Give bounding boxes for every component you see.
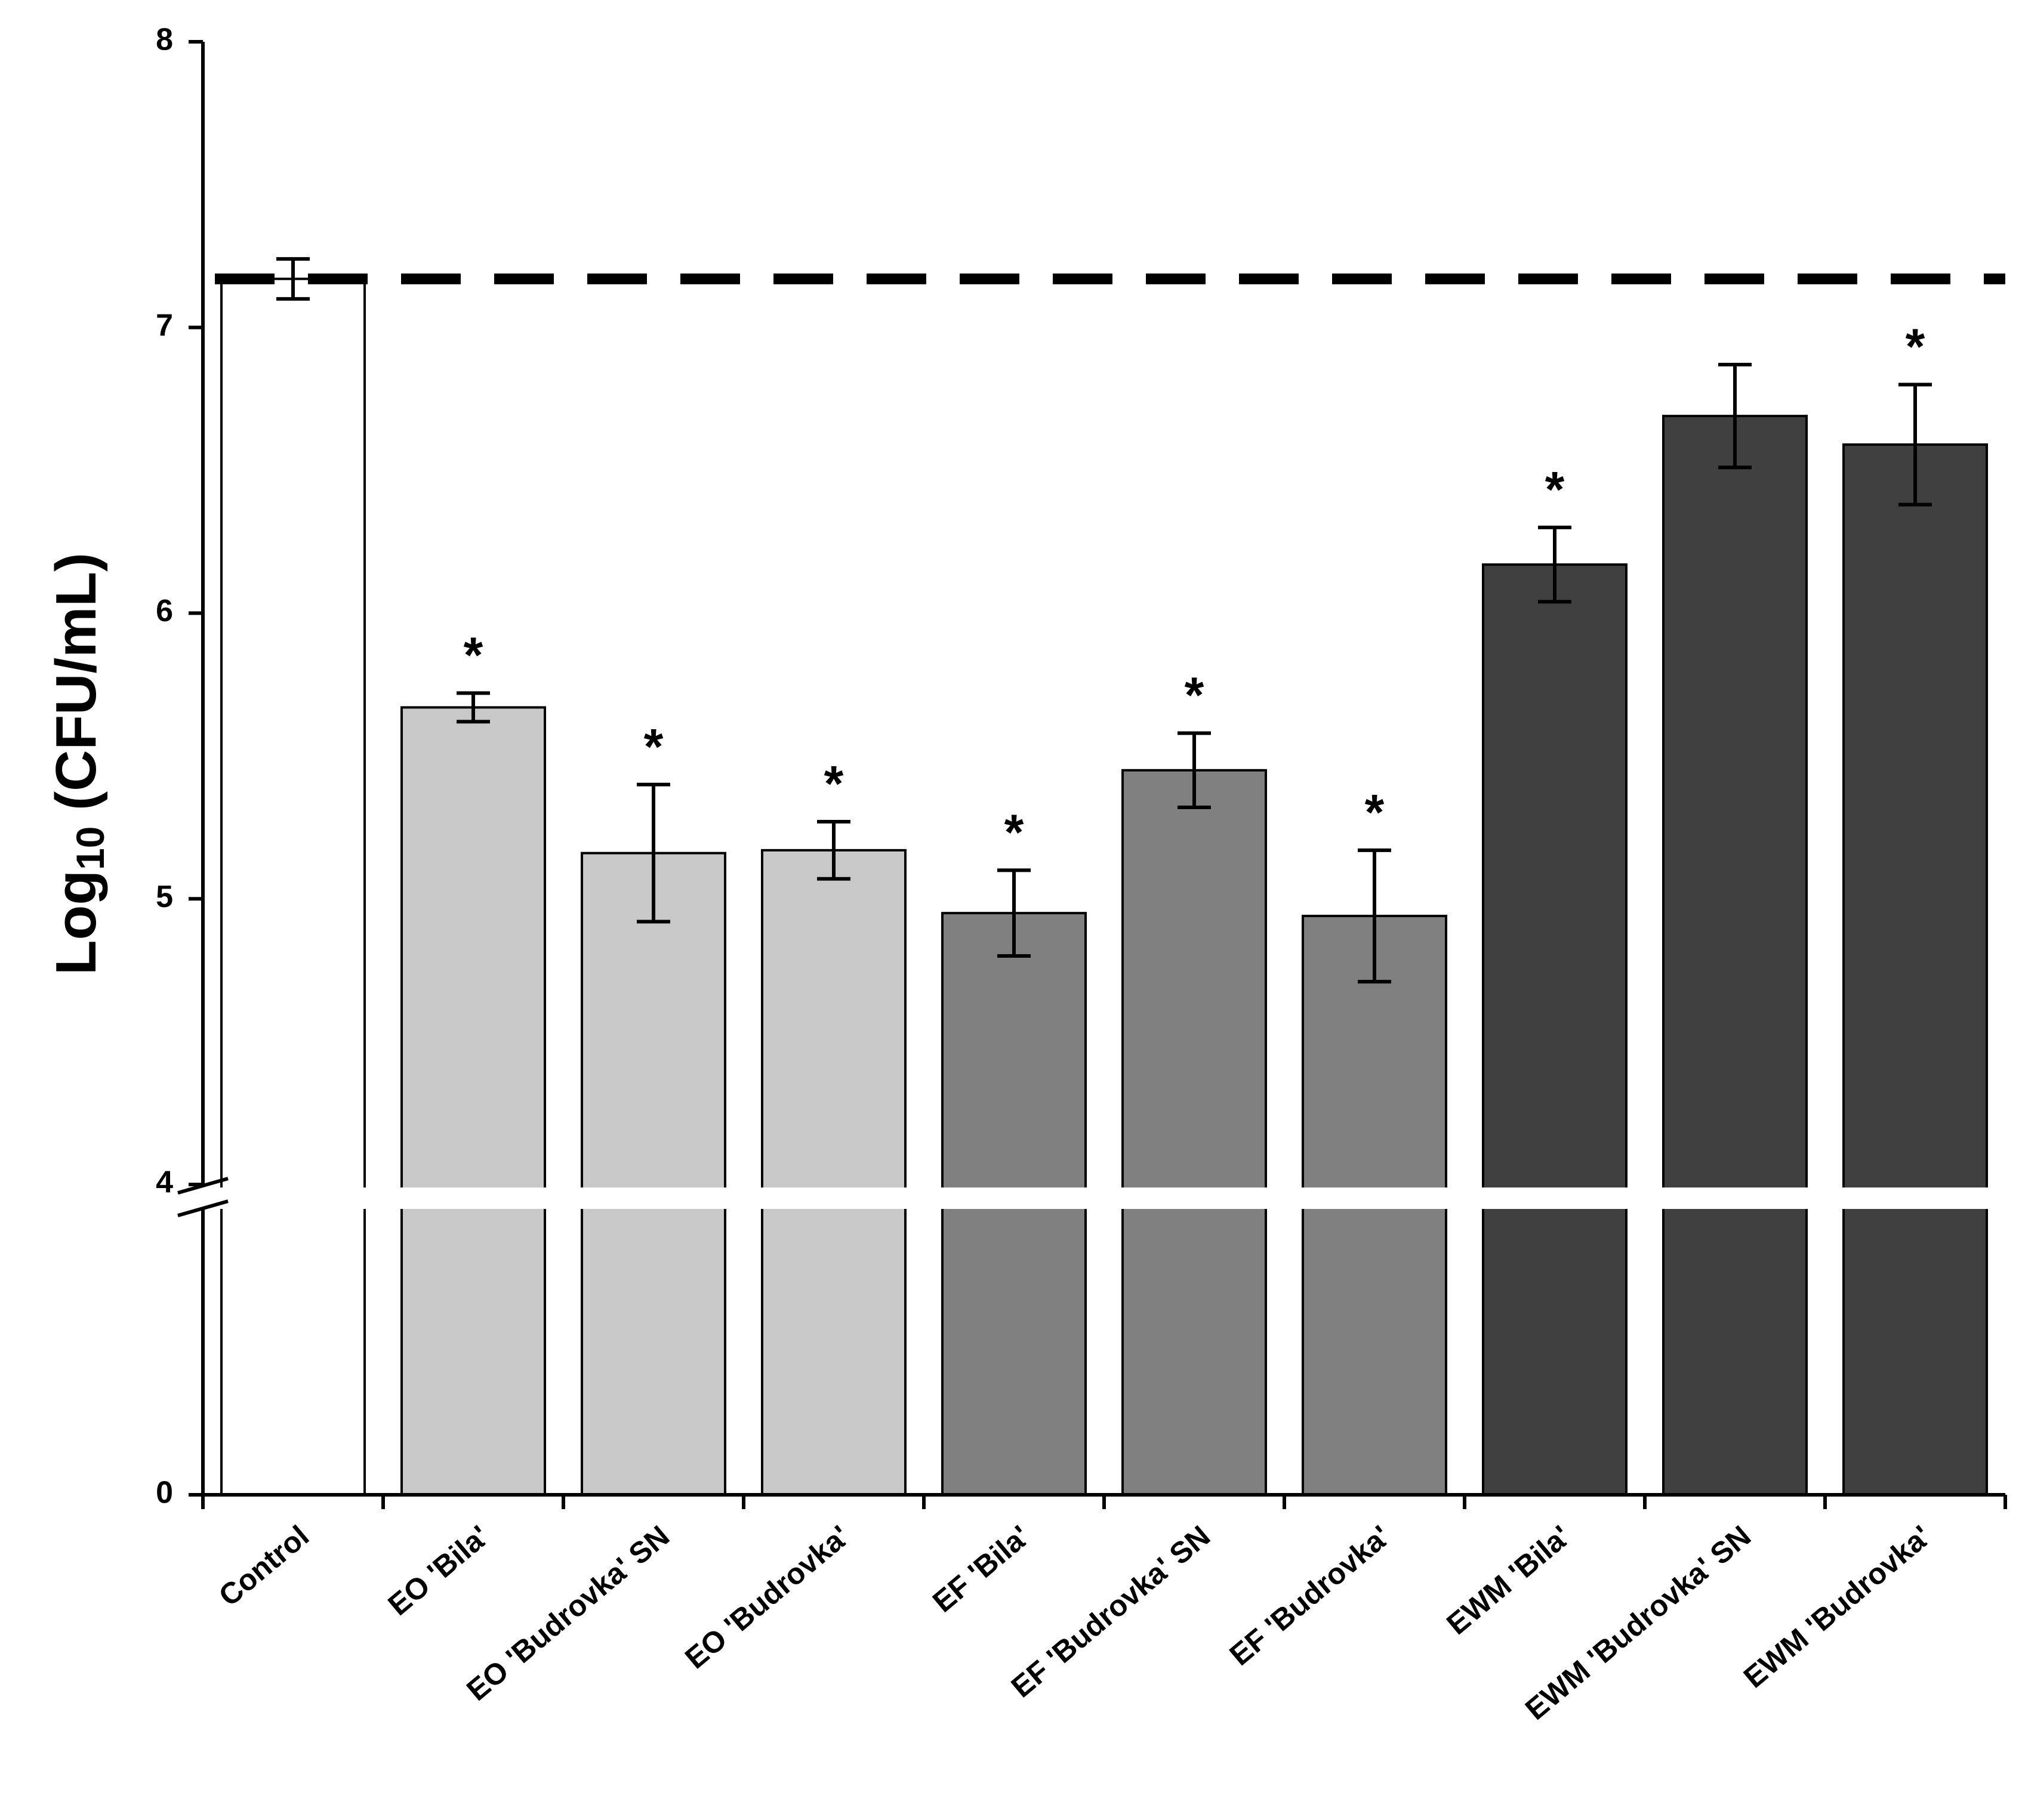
x-category-label-2: EO 'Budrovka' SN [460,1519,676,1707]
y-axis-title-prefix: Log [44,870,108,975]
x-category-labels: Control EO 'Bila'EO 'Budrovka' SN EO 'Budr… [212,1519,1937,1726]
bar-8 [1662,415,1808,1496]
significance-star-2: * [644,718,664,775]
y-tick-label-4: 4 [156,1165,173,1200]
bar-3 [761,849,907,1496]
axis-break-band [167,1187,2017,1209]
x-category-label-4: EF 'Bila' [926,1519,1036,1619]
y-axis-title: Log10 (CFU/mL) [44,553,112,975]
significance-star-1: * [464,627,483,683]
x-category-label-7: EWM 'Bila' [1440,1519,1577,1642]
y-tick-label-8: 8 [156,23,173,57]
significance-star-4: * [1004,804,1024,860]
y-axis-title-suffix: (CFU/mL) [44,553,108,826]
bar-5 [1121,769,1267,1496]
x-category-label-1: EO 'Bila' [382,1519,495,1622]
y-tick-label-0: 0 [156,1476,173,1510]
error-bars-layer [276,257,1932,984]
y-tick-label-7: 7 [156,308,173,343]
y-tick-label-5: 5 [156,880,173,914]
y-tick-labels: 0 4 5 6 7 8 [156,23,173,1510]
significance-markers-layer: * * * * * * * * [464,319,1925,860]
bars-layer [220,277,1988,1496]
axis-break-slash-2 [177,1199,229,1217]
bar-7 [1482,563,1628,1496]
x-category-label-9: EWM 'Budrovka' [1737,1519,1937,1695]
x-category-label-6: EF 'Budrovka' [1223,1519,1397,1672]
significance-star-9: * [1906,319,1925,375]
bar-9 [1842,443,1988,1496]
axis-break-gap [167,1187,2017,1209]
bar-2 [581,852,726,1496]
significance-star-7: * [1545,461,1565,517]
y-tick-label-6: 6 [156,594,173,628]
significance-star-6: * [1365,784,1385,840]
x-category-label-5: EF 'Budrovka' SN [1005,1519,1216,1704]
bar-0 [220,277,366,1496]
x-category-label-0: Control [212,1519,315,1613]
axes-layer [177,40,2007,1509]
significance-star-3: * [824,755,844,812]
x-category-label-3: EO 'Budrovka' [679,1519,856,1676]
bar-1 [400,706,546,1496]
y-axis-title-subscript: 10 [68,826,112,870]
significance-star-5: * [1185,667,1204,723]
